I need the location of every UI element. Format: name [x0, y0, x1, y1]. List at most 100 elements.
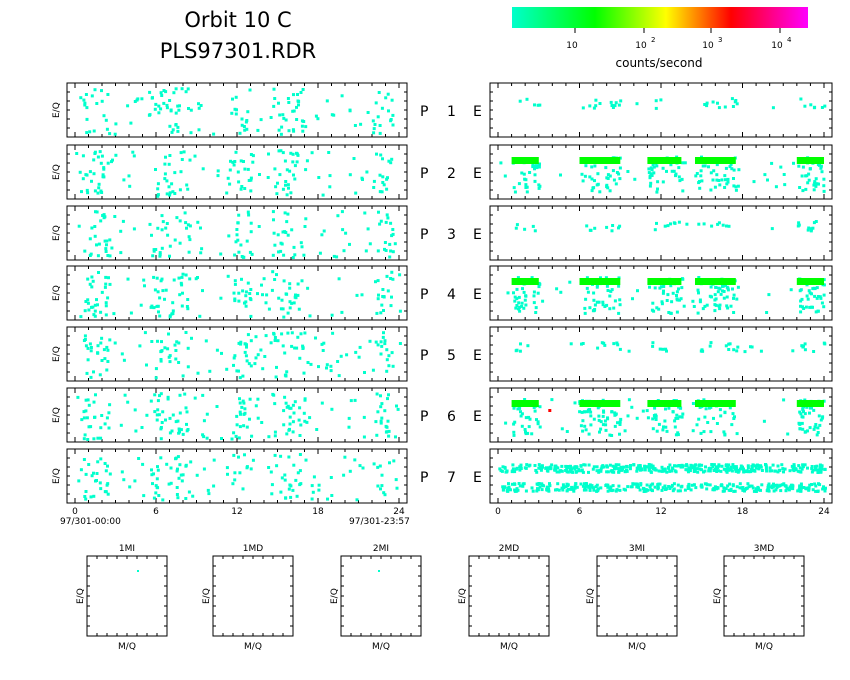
p-pixel: [284, 180, 288, 183]
e-pixel: [764, 465, 768, 469]
p-pixel: [88, 130, 92, 134]
e-pixel: [581, 470, 585, 474]
e-pixel: [723, 105, 727, 109]
p-pixel: [289, 151, 293, 155]
e-pixel: [661, 291, 665, 295]
p-pixel: [385, 358, 389, 362]
p-pixel: [384, 249, 388, 252]
e-pixel: [603, 343, 607, 347]
p-pixel: [86, 358, 90, 362]
e-pixel: [770, 227, 774, 231]
p-pixel: [378, 464, 382, 468]
p-pixel: [278, 113, 282, 117]
p-pixel: [86, 346, 90, 350]
e-pixel: [820, 170, 824, 174]
e-pixel: [660, 469, 664, 473]
p-pixel: [251, 458, 255, 462]
e-pixel: [618, 166, 622, 170]
p-pixel: [185, 305, 189, 308]
p-pixel: [166, 395, 170, 399]
e-pixel: [595, 285, 599, 289]
e-pixel: [617, 311, 621, 315]
p-pixel: [377, 91, 381, 94]
e-pixel: [650, 174, 654, 177]
e-pixel: [580, 410, 584, 414]
e-pixel: [523, 428, 527, 431]
p-pixel: [122, 478, 126, 482]
e-pixel: [608, 174, 612, 178]
p-pixel: [293, 177, 297, 181]
e-pixel: [540, 488, 544, 492]
p-pixel: [288, 306, 292, 310]
p-pixel: [273, 336, 277, 339]
p-pixel: [129, 311, 133, 315]
e-pixel: [643, 468, 647, 472]
e-pixel: [517, 482, 521, 485]
p-pixel: [119, 229, 123, 233]
e-pixel: [518, 484, 522, 488]
p-pixel: [320, 342, 324, 346]
e-pixel: [816, 431, 820, 434]
p-pixel: [244, 354, 248, 358]
p-pixel: [247, 362, 251, 366]
e-pixel: [528, 417, 532, 421]
p-pixel: [382, 183, 386, 187]
p-pixel: [260, 283, 263, 287]
p-pixel: [110, 160, 113, 164]
e-pixel: [664, 407, 667, 411]
e-pixel: [532, 406, 536, 409]
e-pixel: [538, 485, 542, 489]
p-pixel: [388, 255, 392, 259]
p-pixel: [273, 402, 277, 406]
e-pixel: [583, 482, 586, 486]
e-pixel: [537, 186, 541, 190]
e-pixel: [771, 463, 775, 467]
e-pixel: [813, 181, 817, 185]
p-pixel: [286, 212, 290, 216]
p-pixel: [161, 410, 165, 414]
e-pixel: [557, 488, 561, 492]
p-pixel: [106, 464, 109, 468]
e-pixel: [673, 464, 676, 468]
p-pixel: [358, 464, 362, 468]
e-pixel: [703, 482, 707, 486]
p-pixel: [180, 304, 184, 308]
p-pixel: [168, 254, 171, 258]
e-pixel: [510, 470, 514, 474]
p-pixel: [187, 250, 191, 254]
e-pixel: [676, 433, 680, 437]
p-pixel: [177, 276, 181, 280]
e-channel-pixels: [518, 97, 827, 110]
strip-row: E/Q P 4 E: [52, 265, 833, 321]
p-pixel: [325, 366, 328, 370]
e-pixel: [667, 311, 671, 314]
e-pixel: [522, 172, 526, 176]
e-pixel: [766, 486, 770, 489]
e-pixel: [518, 99, 522, 103]
p-pixel: [295, 105, 298, 109]
e-pixel: [724, 178, 727, 182]
e-pixel: [524, 183, 528, 187]
e-pixel: [560, 486, 564, 490]
e-pixel: [697, 181, 701, 185]
e-pixel: [599, 486, 603, 490]
p-pixel: [182, 150, 186, 154]
p-time-tick-label: 12: [231, 507, 242, 517]
p-pixel: [105, 239, 109, 243]
p-pixel: [98, 373, 102, 377]
p-pixel: [292, 463, 296, 467]
p-pixel: [246, 110, 250, 114]
p-pixel: [240, 123, 244, 127]
strip-row: E/Q P 7 E: [52, 448, 833, 504]
e-pixel: [590, 485, 594, 489]
p-pixel: [275, 365, 278, 369]
e-pixel: [801, 165, 805, 169]
e-pixel: [605, 303, 609, 307]
p-pixel: [201, 393, 205, 397]
e-pixel: [812, 408, 816, 412]
e-pixel: [668, 487, 672, 490]
p-pixel: [120, 352, 124, 356]
strip-row: E/Q P 1 E: [52, 82, 833, 138]
e-pixel: [765, 311, 769, 314]
e-pixel: [520, 171, 524, 175]
